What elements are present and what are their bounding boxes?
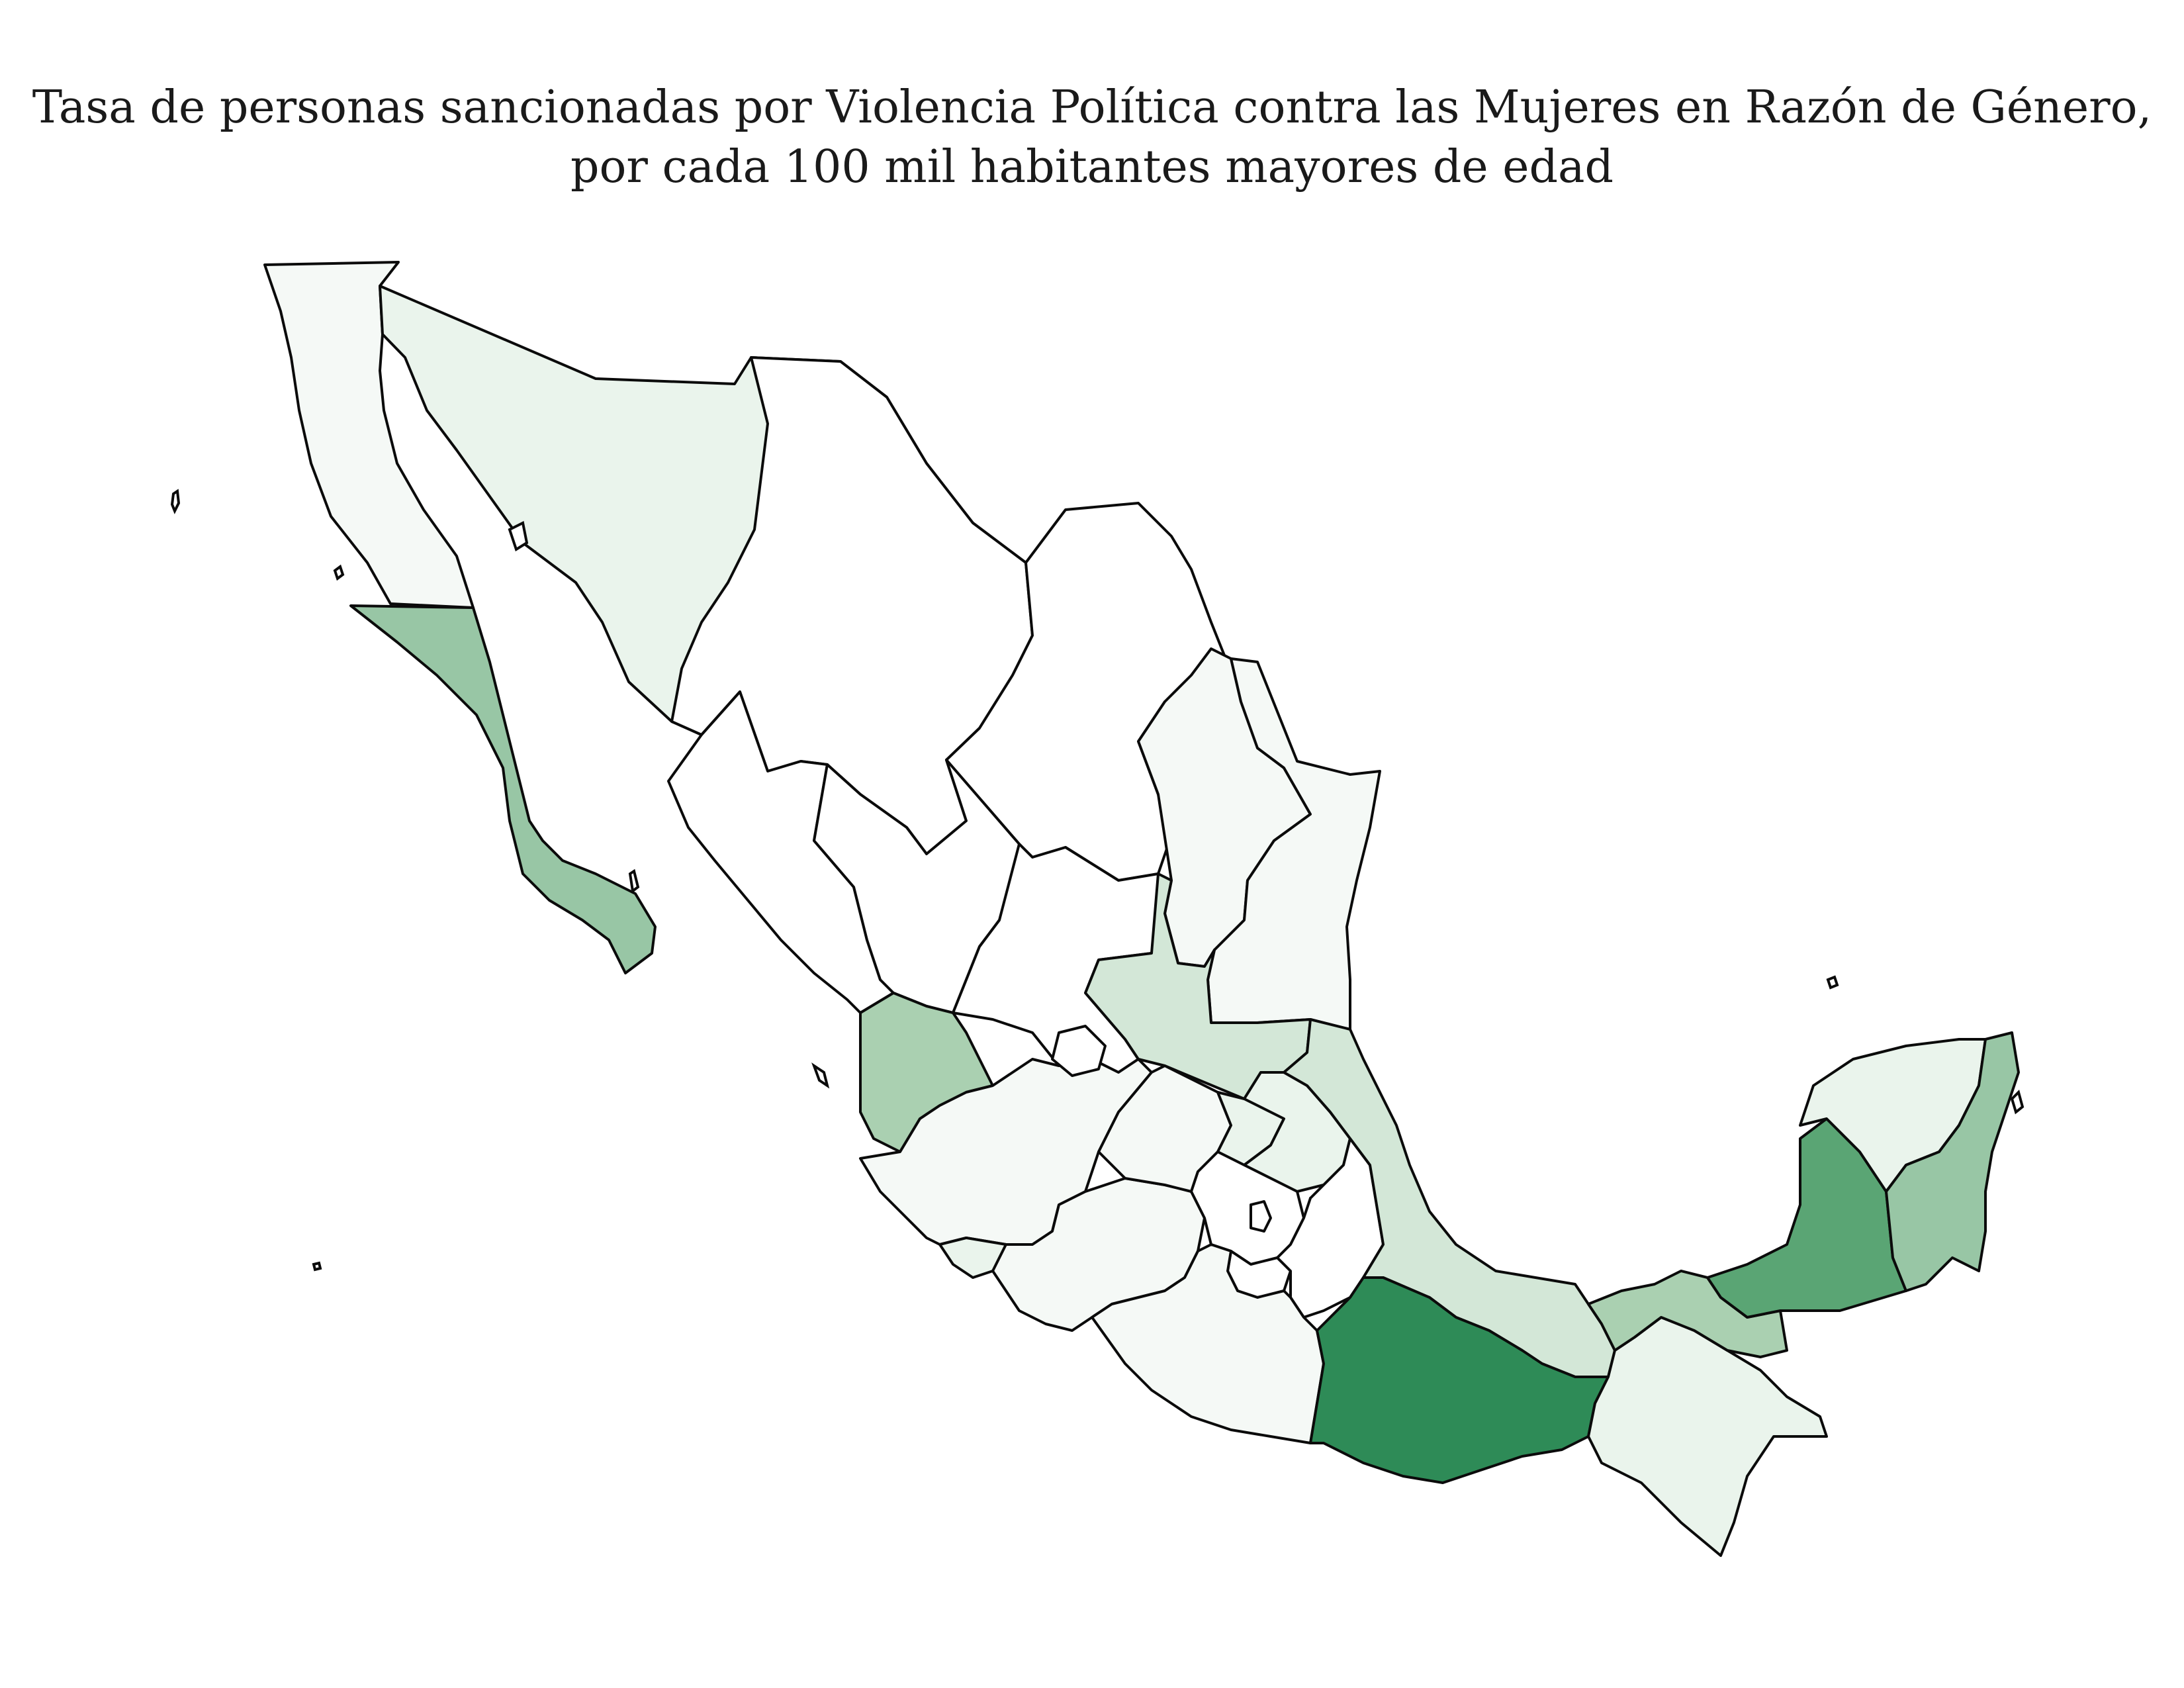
island-tiburon: [508, 521, 529, 552]
island-cozumel: [2010, 1090, 2025, 1115]
state-tabasco: [1587, 1270, 1788, 1358]
state-baja-california-sur: [349, 604, 657, 974]
state-quintana-roo: [1885, 1031, 2020, 1292]
state-guerrero: [1091, 1243, 1325, 1444]
state-chiapas: [1587, 1316, 1828, 1557]
island-cerralvo: [628, 868, 640, 894]
island-cedros: [333, 564, 345, 581]
island-alacranes: [1826, 975, 1839, 990]
map-title-line-1: Tasa de personas sancionadas por Violenc…: [32, 81, 2152, 134]
state-michoacan: [991, 1177, 1206, 1332]
map-title: Tasa de personas sancionadas por Violenc…: [0, 78, 2184, 197]
island-guadalupe: [170, 489, 181, 514]
map-title-line-2: por cada 100 mil habitantes mayores de e…: [570, 141, 1614, 193]
island-revillagigedo: [312, 1261, 322, 1272]
island-marias: [811, 1062, 830, 1089]
state-ciudad-de-mexico: [1250, 1200, 1272, 1233]
state-aguascalientes: [1051, 1025, 1107, 1077]
